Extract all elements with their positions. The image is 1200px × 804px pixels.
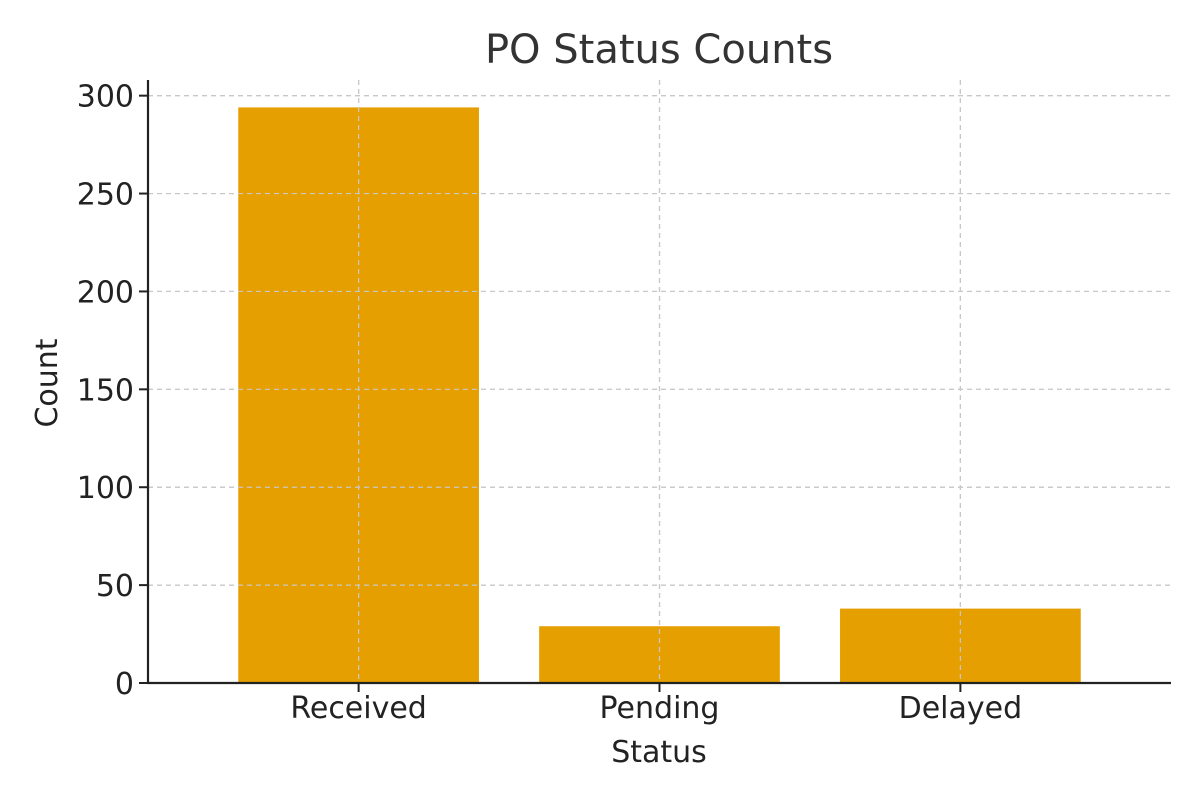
y-tick-label: 300 <box>77 80 134 115</box>
y-tick-label: 50 <box>96 569 134 604</box>
y-tick-label: 0 <box>115 667 134 702</box>
y-axis-label: Count <box>30 338 65 427</box>
bar-delayed <box>840 608 1081 683</box>
x-ticks: Received Pending Delayed <box>290 683 1022 726</box>
chart-title: PO Status Counts <box>485 27 833 73</box>
y-tick-label: 100 <box>77 471 134 506</box>
x-axis-label: Status <box>611 735 707 770</box>
y-tick-label: 250 <box>77 178 134 213</box>
x-tick-label: Delayed <box>899 691 1023 726</box>
x-tick-label: Received <box>290 691 427 726</box>
bars <box>148 80 1171 684</box>
y-tick-label: 150 <box>77 373 134 408</box>
y-ticks: 0 50 100 150 200 250 300 <box>77 80 148 702</box>
y-tick-label: 200 <box>77 275 134 310</box>
bar-pending <box>539 626 780 683</box>
x-tick-label: Pending <box>600 691 720 726</box>
